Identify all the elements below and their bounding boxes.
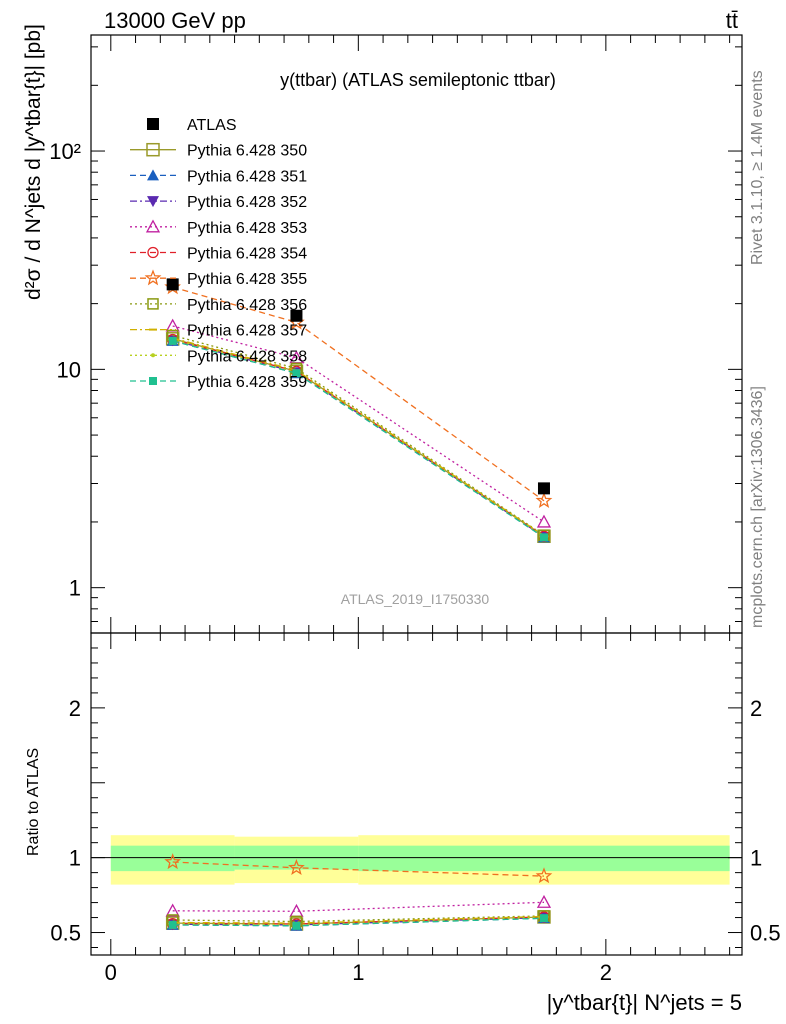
- legend-marker: [147, 169, 159, 181]
- header-right: tt̄: [726, 8, 738, 33]
- ratio-point: [289, 903, 304, 917]
- legend-label: Pythia 6.428 355: [187, 271, 307, 288]
- series-line-4: [172, 338, 545, 537]
- data-point: [537, 482, 550, 495]
- legend-marker: [144, 269, 162, 286]
- ratio-point: [164, 853, 182, 870]
- legend-label: Pythia 6.428 353: [187, 220, 307, 237]
- series-line-2: [172, 339, 545, 538]
- header-left: 13000 GeV pp: [104, 8, 246, 33]
- analysis-watermark: ATLAS_2019_I1750330: [341, 591, 490, 607]
- series-line-1: [172, 340, 545, 538]
- legend-entry: Pythia 6.428 351: [130, 168, 307, 185]
- series-line-3: [172, 325, 545, 523]
- ratio-y-tick-label: 1: [69, 846, 81, 871]
- ratio-point: [535, 867, 553, 884]
- main-title: y(ttbar) (ATLAS semileptonic ttbar): [280, 70, 556, 90]
- ratio-point: [288, 858, 305, 875]
- series-line-0: [172, 338, 545, 537]
- ratio-point: [165, 903, 180, 917]
- series-point: [292, 369, 301, 378]
- ratio-band-stat: [110, 845, 235, 872]
- series-line-8: [172, 338, 545, 538]
- main-y-tick-label: 1: [69, 576, 81, 601]
- rivet-label: Rivet 3.1.10, ≥ 1.4M events: [749, 70, 766, 265]
- legend-entry: Pythia 6.428 359: [130, 374, 307, 391]
- ratio-y-tick-label-right: 1: [750, 846, 762, 871]
- ratio-y-label: Ratio to ATLAS: [25, 748, 42, 856]
- series-line-9: [172, 340, 545, 538]
- x-tick-label: 1: [352, 960, 364, 985]
- series-point: [539, 533, 548, 542]
- legend-label: Pythia 6.428 351: [187, 168, 307, 185]
- legend-marker: [147, 246, 159, 259]
- ratio-y-tick-label-right: 0.5: [750, 921, 781, 946]
- ratio-panel: Ratio to ATLAS |y^tbar{t}| N^jets = 5 0.…: [25, 632, 781, 1015]
- legend-label: Pythia 6.428 358: [187, 348, 307, 365]
- ratio-point: [292, 921, 301, 930]
- legend-entry: Pythia 6.428 352: [130, 194, 307, 211]
- ratio-band-stat: [358, 845, 730, 872]
- data-point: [290, 309, 303, 322]
- legend-marker: [145, 219, 161, 233]
- legend-label: Pythia 6.428 357: [187, 323, 307, 340]
- ratio-frame: [90, 632, 743, 956]
- x-axis-label: |y^tbar{t}| N^jets = 5: [547, 990, 742, 1015]
- legend-marker: [147, 298, 159, 310]
- series-line-7: [172, 337, 545, 537]
- series-point: [168, 336, 177, 345]
- main-panel: y(ttbar) (ATLAS semileptonic ttbar) ATLA…: [22, 24, 743, 634]
- legend-marker: [147, 196, 159, 208]
- legend-marker: [147, 118, 159, 130]
- legend-marker: [151, 353, 155, 358]
- legend-entry: Pythia 6.428 350: [130, 143, 307, 160]
- legend-entry: Pythia 6.428 357: [130, 323, 307, 340]
- legend-entry: Pythia 6.428 358: [130, 348, 307, 365]
- legend-entry-data: ATLAS: [147, 117, 237, 134]
- legend-label: Pythia 6.428 359: [187, 374, 307, 391]
- ratio-y-tick-label: 2: [69, 696, 81, 721]
- legend-label: Pythia 6.428 356: [187, 297, 307, 314]
- mcplots-label: mcplots.cern.ch [arXiv:1306.3436]: [749, 386, 766, 628]
- legend-marker: [146, 142, 160, 157]
- ratio-y-tick-label: 0.5: [50, 921, 81, 946]
- legend: ATLAS Pythia 6.428 350 Pythia 6.428 351 Pyt…: [130, 117, 307, 391]
- series-point: [536, 514, 552, 528]
- series-line-6: [172, 334, 545, 536]
- x-tick-label: 2: [600, 960, 612, 985]
- legend-label: Pythia 6.428 354: [187, 246, 307, 263]
- series-point: [535, 491, 553, 508]
- legend-marker: [149, 377, 157, 385]
- main-y-tick-label: 10²: [49, 139, 81, 164]
- main-y-label: d²σ / d N^jets d |y^tbar{t}| [pb]: [22, 24, 45, 300]
- series-point: [165, 318, 180, 332]
- ratio-line-8: [172, 916, 545, 926]
- data-point: [166, 278, 179, 291]
- legend-label: Pythia 6.428 352: [187, 194, 307, 211]
- ratio-line-5: [172, 861, 545, 877]
- legend-label: ATLAS: [187, 117, 237, 134]
- ratio-point: [168, 920, 177, 929]
- legend-entry: Pythia 6.428 355: [130, 269, 307, 288]
- legend-label: Pythia 6.428 350: [187, 143, 307, 160]
- main-y-tick-label: 10: [57, 357, 81, 382]
- ratio-y-tick-label-right: 2: [750, 696, 762, 721]
- ratio-line-3: [172, 901, 545, 912]
- ratio-point: [536, 894, 552, 908]
- series-line-5: [172, 286, 545, 502]
- legend-entry: Pythia 6.428 356: [130, 297, 307, 314]
- ratio-line-6: [172, 915, 545, 923]
- ratio-point: [539, 914, 548, 923]
- x-tick-label: 0: [105, 960, 117, 985]
- legend-entry: Pythia 6.428 354: [130, 246, 307, 263]
- legend-entry: Pythia 6.428 353: [130, 219, 307, 237]
